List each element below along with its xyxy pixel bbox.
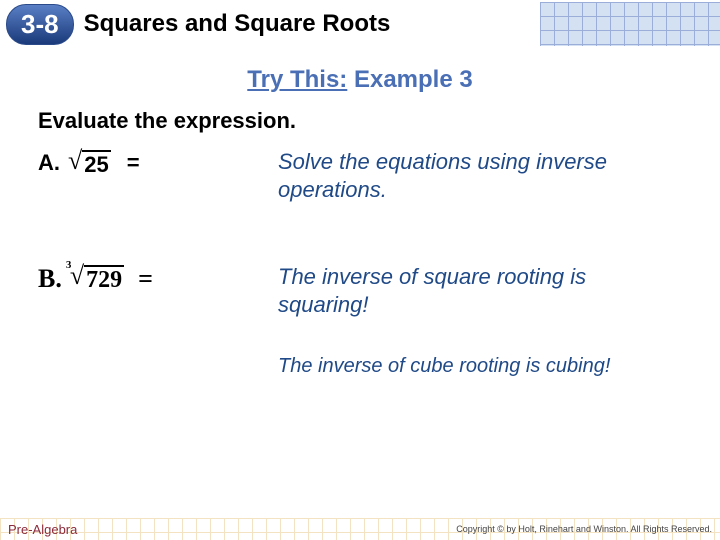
sqrt-a: √ 25 bbox=[68, 148, 111, 177]
problem-a-eq: = bbox=[127, 150, 140, 176]
cbrt-b: 3 √ 729 bbox=[70, 263, 124, 295]
radical-icon: √ bbox=[70, 263, 84, 289]
try-heading-left: Try This: bbox=[247, 66, 347, 93]
problem-a: A. √ 25 = bbox=[38, 148, 278, 177]
problem-b-label: B. bbox=[38, 264, 62, 294]
problem-row-a: A. √ 25 = Solve the equations using inve… bbox=[38, 148, 682, 203]
lesson-number-pill: 3-8 bbox=[6, 4, 74, 45]
radicand-b: 729 bbox=[84, 265, 124, 295]
lesson-title: Squares and Square Roots bbox=[84, 10, 391, 38]
hint-2: The inverse of square rooting is squarin… bbox=[278, 263, 682, 318]
radicand-a: 25 bbox=[82, 150, 110, 177]
instruction-text: Evaluate the expression. bbox=[38, 108, 682, 134]
radical-icon: √ bbox=[68, 148, 82, 174]
footer-copyright: Copyright © by Holt, Rinehart and Winsto… bbox=[456, 524, 712, 534]
footer-bar: Pre-Algebra Copyright © by Holt, Rinehar… bbox=[0, 518, 720, 540]
header-bar: 3-8 Squares and Square Roots bbox=[0, 0, 720, 48]
slide-content: Try This: Example 3 Evaluate the express… bbox=[0, 48, 720, 379]
hint-1: Solve the equations using inverse operat… bbox=[278, 148, 682, 203]
hint-3: The inverse of cube rooting is cubing! bbox=[278, 354, 682, 379]
header-grid-decoration bbox=[540, 2, 720, 46]
problem-row-b: B. 3 √ 729 = The inverse of square rooti… bbox=[38, 263, 682, 318]
try-heading: Try This: Example 3 bbox=[38, 66, 682, 94]
problem-b-eq: = bbox=[138, 264, 153, 294]
hint-row-3: The inverse of cube rooting is cubing! bbox=[38, 354, 682, 379]
problem-b: B. 3 √ 729 = bbox=[38, 263, 278, 295]
problem-a-label: A. bbox=[38, 150, 60, 176]
try-heading-right: Example 3 bbox=[347, 66, 472, 93]
cube-index: 3 bbox=[66, 259, 72, 271]
footer-course: Pre-Algebra bbox=[8, 522, 77, 537]
